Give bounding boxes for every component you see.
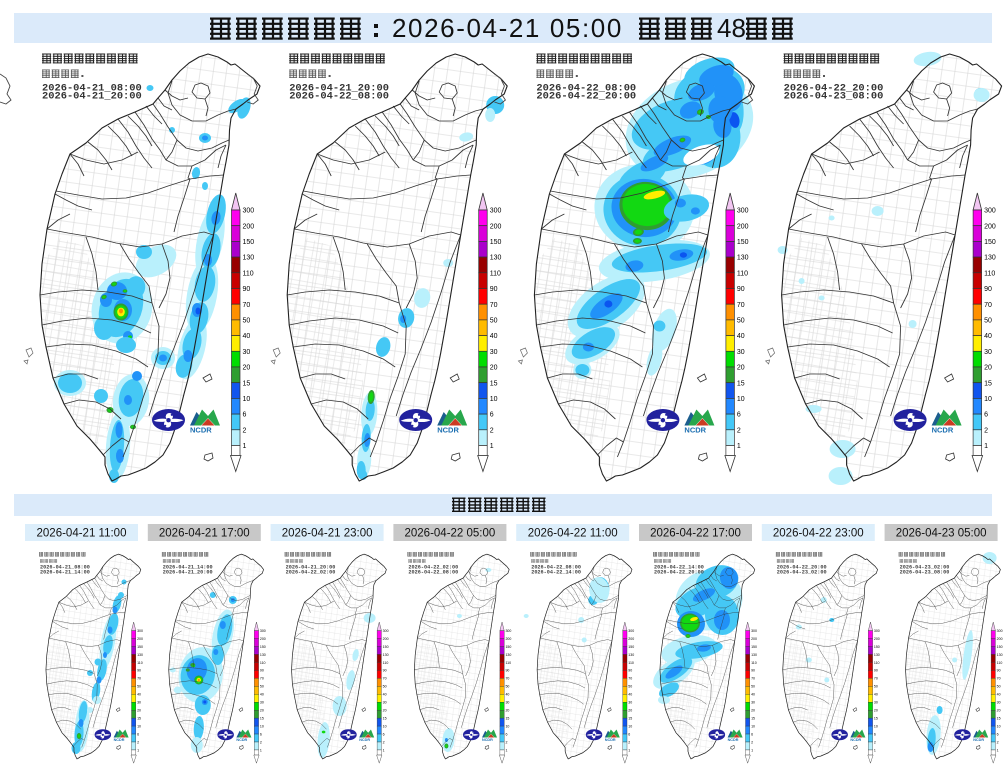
svg-text:2026-04-23 05:00: 2026-04-23 05:00 [896, 528, 987, 540]
svg-text:2026-04-22_02:00: 2026-04-22_02:00 [408, 565, 458, 571]
svg-text:2026-04-21_20:00: 2026-04-21_20:00 [163, 570, 213, 576]
svg-text:2026-04-21 17:00: 2026-04-21 17:00 [159, 528, 250, 540]
svg-text:2026-04-21_08:00: 2026-04-21_08:00 [40, 565, 90, 571]
svg-text:2026-04-23_08:00: 2026-04-23_08:00 [784, 91, 884, 103]
svg-text:2026-04-22_14:00: 2026-04-22_14:00 [654, 565, 704, 571]
svg-text:2026-04-21_08:00: 2026-04-21_08:00 [42, 83, 142, 95]
svg-text:48: 48 [717, 13, 746, 43]
svg-text:2026-04-21_14:00: 2026-04-21_14:00 [40, 570, 90, 576]
svg-text:2026-04-23_02:00: 2026-04-23_02:00 [900, 565, 950, 571]
svg-text:2026-04-21_14:00: 2026-04-21_14:00 [163, 565, 213, 571]
svg-text:2026-04-21_20:00: 2026-04-21_20:00 [286, 565, 336, 571]
svg-text:2026-04-22_08:00: 2026-04-22_08:00 [408, 570, 458, 576]
svg-text:2026-04-21_20:00: 2026-04-21_20:00 [289, 83, 389, 95]
svg-text:2026-04-22_14:00: 2026-04-22_14:00 [531, 570, 581, 576]
svg-text:2026-04-23_02:00: 2026-04-23_02:00 [777, 570, 827, 576]
svg-text:2026-04-22_20:00: 2026-04-22_20:00 [536, 91, 636, 103]
svg-text:2026-04-22_02:00: 2026-04-22_02:00 [286, 570, 336, 576]
svg-text:2026-04-22 11:00: 2026-04-22 11:00 [528, 528, 618, 540]
svg-text:2026-04-22_08:00: 2026-04-22_08:00 [536, 83, 636, 95]
svg-text:2026-04-21 11:00: 2026-04-21 11:00 [37, 528, 127, 540]
svg-text:2026-04-22_20:00: 2026-04-22_20:00 [777, 565, 827, 571]
svg-text:2026-04-22 23:00: 2026-04-22 23:00 [773, 528, 864, 540]
svg-text:2026-04-22_20:00: 2026-04-22_20:00 [784, 83, 884, 95]
svg-text:2026-04-21 05:00: 2026-04-21 05:00 [392, 13, 623, 43]
svg-text:2026-04-22 17:00: 2026-04-22 17:00 [650, 528, 741, 540]
svg-text:2026-04-21_20:00: 2026-04-21_20:00 [42, 91, 142, 103]
svg-text:2026-04-22_20:00: 2026-04-22_20:00 [654, 570, 704, 576]
svg-text:2026-04-22 05:00: 2026-04-22 05:00 [404, 528, 495, 540]
svg-text:2026-04-22_08:00: 2026-04-22_08:00 [531, 565, 581, 571]
svg-text:2026-04-21 23:00: 2026-04-21 23:00 [282, 528, 373, 540]
svg-text:2026-04-22_08:00: 2026-04-22_08:00 [289, 91, 389, 103]
svg-text:2026-04-23_08:00: 2026-04-23_08:00 [900, 570, 950, 576]
